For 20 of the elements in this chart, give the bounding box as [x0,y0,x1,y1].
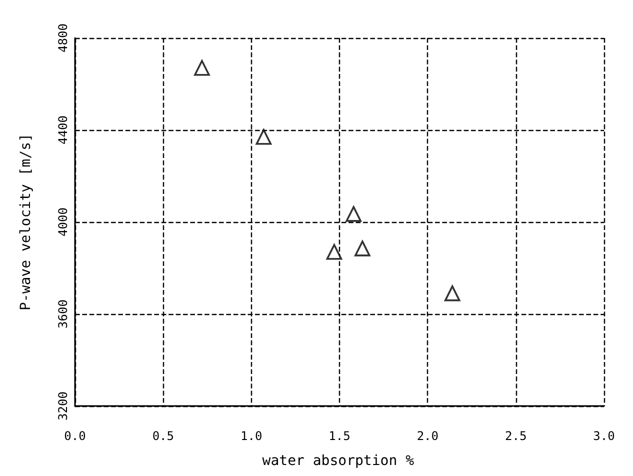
point [444,285,460,302]
x-tick-label: 0.5 [152,429,174,443]
point [326,244,342,260]
x-tick-label: 3.0 [593,429,615,443]
y-tick-label: 4400 [56,116,70,144]
point [346,206,362,222]
point [354,240,370,256]
y-tick-label: 3200 [56,392,70,420]
x-tick-label: 2.0 [416,429,439,443]
y-tick-label: 4800 [56,24,70,52]
point [194,60,210,76]
y-tick-label: 4000 [56,208,70,236]
point [256,129,272,145]
x-tick-label: 2.5 [504,429,527,443]
y-axis-title: P-wave velocity [m/s] [18,133,34,311]
y-tick-label: 3600 [56,300,70,328]
x-tick-label: 1.0 [240,429,262,443]
x-tick-label: 1.5 [328,429,350,443]
x-axis-title: water absorption % [262,453,415,469]
x-tick-label: 0.0 [64,429,86,443]
